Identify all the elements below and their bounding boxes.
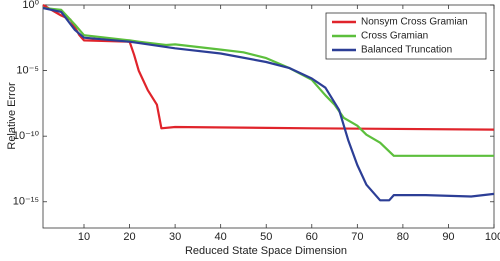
x-tick-label: 40 bbox=[215, 231, 227, 243]
x-tick-label: 50 bbox=[260, 231, 272, 243]
y-tick-label: 10⁻¹⁰ bbox=[13, 130, 40, 142]
x-tick-label: 90 bbox=[442, 231, 454, 243]
x-axis-label: Reduced State Space Dimension bbox=[185, 245, 347, 257]
x-tick-label: 60 bbox=[306, 231, 318, 243]
x-tick-label: 100 bbox=[485, 231, 500, 243]
x-tick-label: 20 bbox=[123, 231, 135, 243]
legend-label: Cross Gramian bbox=[361, 31, 428, 42]
legend-label: Nonsym Cross Gramian bbox=[361, 17, 468, 28]
x-tick-label: 70 bbox=[351, 231, 363, 243]
legend: Nonsym Cross Gramian Cross Gramian Balance… bbox=[325, 12, 487, 60]
x-tick-label: 30 bbox=[169, 231, 181, 243]
y-axis-label: Relative Error bbox=[6, 82, 18, 150]
series-line bbox=[42, 6, 495, 202]
y-tick-label: 10⁰ bbox=[22, 0, 39, 11]
legend-label: Balanced Truncation bbox=[361, 45, 452, 56]
series-line bbox=[42, 6, 494, 157]
y-tick-label: 10⁻¹⁵ bbox=[13, 196, 39, 208]
x-tick-label: 10 bbox=[78, 231, 90, 243]
x-tick-label: 80 bbox=[397, 231, 409, 243]
y-tick-label: 10⁻⁵ bbox=[16, 64, 39, 76]
